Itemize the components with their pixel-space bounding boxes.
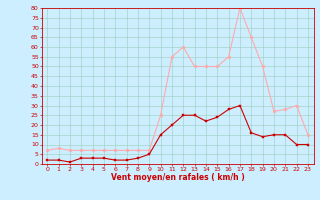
X-axis label: Vent moyen/en rafales ( km/h ): Vent moyen/en rafales ( km/h )	[111, 173, 244, 182]
